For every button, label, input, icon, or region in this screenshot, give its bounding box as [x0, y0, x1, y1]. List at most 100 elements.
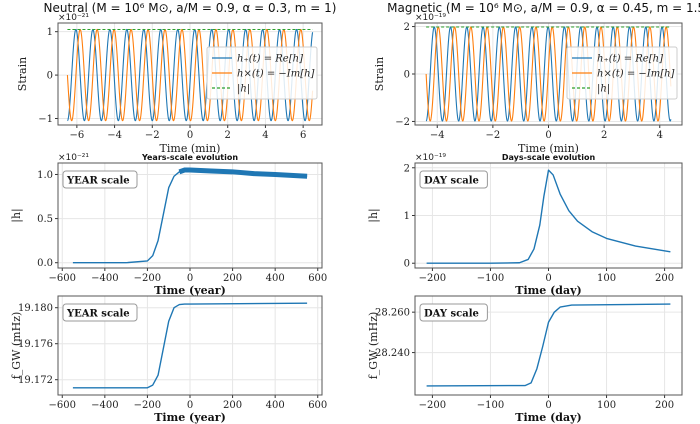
- y-tick-label: 1.0: [37, 170, 53, 181]
- data-line: [72, 302, 308, 389]
- panel-title: Magnetic (M = 10⁶ M⊙, a/M = 0.9, α = 0.4…: [387, 1, 700, 15]
- x-tick-label: −2: [486, 130, 501, 141]
- legend-frame: [566, 46, 678, 100]
- x-tick-label: −100: [477, 273, 504, 284]
- x-axis-label: Time (year): [154, 411, 226, 424]
- x-tick-label: 600: [308, 273, 327, 284]
- axes-frame: [57, 162, 323, 269]
- x-tick-label: 100: [597, 273, 616, 284]
- x-tick-label: −6: [69, 130, 84, 141]
- legend-label: h₊(t) = Re[h]: [597, 54, 663, 65]
- x-axis-label: Time (min): [518, 142, 579, 155]
- axes-frame: [414, 295, 683, 396]
- x-tick-label: 0: [545, 130, 551, 141]
- y-tick-label: 28.240: [375, 348, 410, 359]
- panel-years-frequency: −600 −400 −200 0 200 400 600 19.172 19.176 19.180…: [10, 295, 327, 424]
- scale-badge: [419, 303, 488, 322]
- series-h-plus-line: [67, 28, 314, 122]
- y-axis-label: f_GW (mHz): [367, 312, 380, 380]
- y-tick-label: 1: [47, 27, 53, 38]
- panel-title: Neutral (M = 10⁶ M⊙, a/M = 0.9, α = 0.3,…: [44, 1, 337, 15]
- x-tick-label: 2: [225, 130, 231, 141]
- x-tick-label: −2: [145, 130, 160, 141]
- legend-frame: [206, 46, 318, 100]
- axes-frame: [414, 22, 683, 126]
- x-tick-label: 100: [597, 400, 616, 411]
- legend-label: h×(t) = −Im[h]: [237, 69, 315, 80]
- x-tick-label: 0: [545, 400, 551, 411]
- x-tick-label: −400: [91, 400, 118, 411]
- x-tick-label: −200: [419, 400, 446, 411]
- x-tick-label: 2: [601, 130, 607, 141]
- x-tick-label: −100: [477, 400, 504, 411]
- x-tick-label: 4: [657, 130, 663, 141]
- y-offset-label: ×10⁻¹⁹: [415, 153, 446, 163]
- x-tick-label: 0: [187, 400, 193, 411]
- y-offset-label: ×10⁻²¹: [58, 13, 89, 23]
- x-tick-label: 200: [655, 400, 674, 411]
- x-tick-label: 4: [262, 130, 268, 141]
- x-tick-label: 200: [223, 400, 242, 411]
- x-tick-label: −4: [107, 130, 122, 141]
- scale-badge: [62, 303, 138, 322]
- y-tick-label: 0.0: [37, 258, 53, 269]
- x-axis-label: Time (day): [515, 411, 581, 424]
- y-tick-label: 0.5: [37, 214, 53, 225]
- panel-subtitle: Days-scale evolution: [502, 153, 596, 162]
- x-tick-label: 0: [187, 130, 193, 141]
- plot-area: [426, 169, 671, 264]
- data-line-oscillation-band: [178, 167, 308, 179]
- scale-badge-label: YEAR scale: [66, 309, 130, 320]
- y-tick-label: 1: [404, 211, 410, 222]
- x-tick-label: 0: [545, 273, 551, 284]
- x-tick-label: 0: [187, 273, 193, 284]
- scale-badge-label: DAY scale: [424, 309, 479, 320]
- axes-frame: [414, 162, 683, 269]
- panel-subtitle: Years-scale evolution: [141, 153, 238, 162]
- scale-badge-label: DAY scale: [424, 176, 479, 187]
- legend-label: |h|: [237, 84, 250, 95]
- x-tick-label: −600: [49, 273, 76, 284]
- y-tick-label: 0: [404, 70, 410, 81]
- legend-label: |h|: [597, 84, 610, 95]
- x-tick-label: −200: [134, 400, 161, 411]
- y-tick-label: −1: [38, 114, 53, 125]
- panel-days-frequency: −200 −100 0 100 200 28.240 28.260 Time (day) f_G…: [367, 295, 683, 424]
- x-tick-label: 400: [266, 400, 285, 411]
- y-tick-label: 0: [404, 259, 410, 270]
- axes-frame: [57, 295, 323, 396]
- plot-area: [426, 303, 671, 387]
- y-axis-label: Strain: [373, 57, 386, 91]
- legend-label: h×(t) = −Im[h]: [597, 69, 675, 80]
- x-tick-label: −4: [430, 130, 445, 141]
- y-axis-label: f_GW (mHz): [10, 312, 23, 380]
- y-offset-label: ×10⁻²¹: [58, 153, 89, 163]
- legend: h₊(t) = Re[h] h×(t) = −Im[h] |h|: [206, 46, 318, 100]
- x-axis-label: Time (day): [515, 284, 581, 297]
- plot-area: [72, 302, 308, 389]
- y-axis-label: Strain: [16, 57, 29, 91]
- y-tick-label: −2: [395, 117, 410, 128]
- y-tick-label: 28.260: [375, 308, 410, 319]
- y-tick-label: 19.176: [18, 339, 53, 350]
- y-axis-label: |h|: [10, 208, 24, 223]
- x-tick-label: 200: [223, 273, 242, 284]
- x-tick-label: −600: [49, 400, 76, 411]
- data-line: [426, 169, 671, 264]
- scale-badge: [419, 170, 488, 189]
- scale-badge-label: YEAR scale: [66, 176, 130, 187]
- x-tick-label: −400: [91, 273, 118, 284]
- legend: h₊(t) = Re[h] h×(t) = −Im[h] |h|: [566, 46, 678, 100]
- x-tick-label: 200: [655, 273, 674, 284]
- x-tick-label: 400: [266, 273, 285, 284]
- scale-badge: [62, 170, 138, 189]
- panel-days-amplitude: −200 −100 0 100 200 0 1 2 Time (day) Days-scale e…: [367, 153, 683, 297]
- y-tick-label: 19.172: [18, 375, 53, 386]
- y-tick-label: 2: [404, 22, 410, 33]
- legend-label: h₊(t) = Re[h]: [237, 54, 303, 65]
- data-line: [426, 303, 671, 387]
- panel-years-amplitude: −600 −400 −200 0 200 400 600 0.0 0.5 1.0 Time (yea…: [10, 153, 327, 297]
- axes-frame: [57, 22, 323, 126]
- y-axis-label: |h|: [367, 208, 381, 223]
